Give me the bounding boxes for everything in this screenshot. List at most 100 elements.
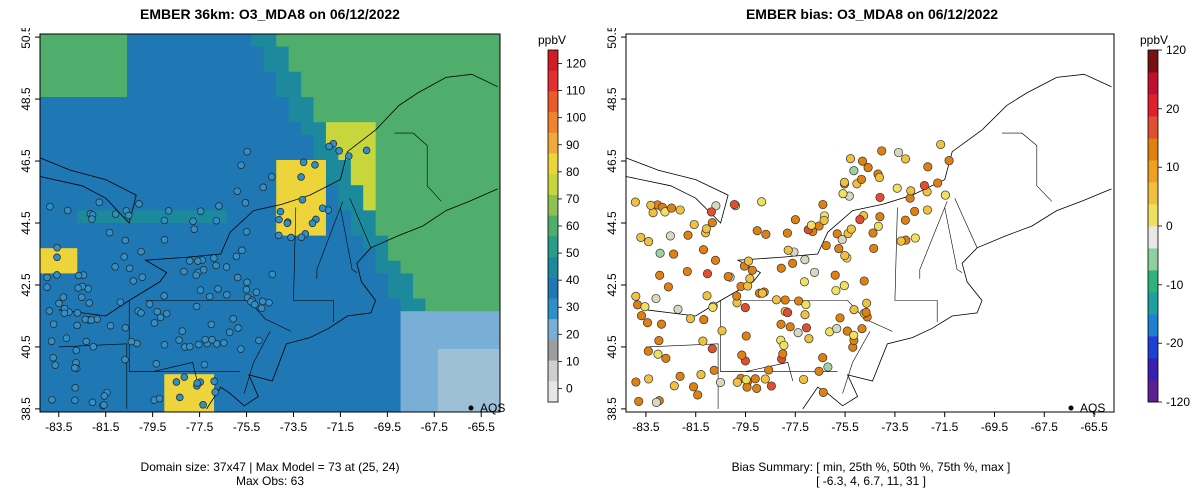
aqs-station-marker — [120, 253, 128, 261]
model-grid-cell — [325, 273, 339, 287]
model-grid-cell — [114, 260, 128, 274]
model-grid-cell — [462, 235, 476, 249]
model-grid-cell — [412, 399, 426, 413]
model-grid-cell — [437, 311, 451, 325]
model-grid-cell — [375, 197, 389, 211]
model-grid-cell — [238, 109, 252, 123]
model-grid-cell — [487, 374, 501, 388]
aqs-bias-marker — [818, 199, 828, 210]
model-grid-cell — [338, 374, 352, 388]
aqs-station-marker — [150, 319, 159, 327]
model-grid-cell — [375, 46, 389, 60]
model-grid-cell — [437, 349, 451, 363]
aqs-station-marker — [138, 273, 146, 281]
aqs-station-marker — [43, 283, 51, 291]
model-grid-cell — [64, 260, 78, 274]
aqs-station-marker — [194, 257, 202, 265]
model-grid-cell — [325, 223, 339, 237]
model-grid-cell — [450, 59, 464, 73]
model-grid-cell — [462, 185, 476, 199]
model-grid-cell — [52, 260, 66, 274]
model-grid-cell — [263, 386, 277, 400]
georgian-bay-shoreline — [39, 157, 137, 224]
model-grid-cell — [64, 46, 78, 60]
max-obs-text: Max Obs: 63 — [235, 474, 305, 488]
model-grid-cell — [412, 46, 426, 60]
model-grid-cell — [114, 286, 128, 300]
aqs-station-marker — [145, 300, 154, 308]
aqs-station-marker — [275, 215, 283, 224]
model-grid-cell — [89, 349, 103, 363]
model-grid-cell — [400, 298, 414, 312]
right-bias-summary: Bias Summary: [ min, 25th %, 50th %, 75t… — [626, 460, 1116, 488]
model-grid-cell — [462, 311, 476, 325]
model-grid-cell — [52, 71, 66, 85]
model-grid-cell — [64, 374, 78, 388]
model-grid-cell — [151, 298, 165, 312]
state-boundary — [349, 198, 372, 248]
model-grid-cell — [425, 374, 439, 388]
model-grid-cell — [375, 386, 389, 400]
model-grid-cell — [214, 147, 227, 161]
model-grid-cell — [338, 273, 352, 287]
aqs-bias-marker — [683, 230, 693, 240]
model-grid-cell — [412, 374, 426, 388]
model-grid-cell — [226, 374, 240, 388]
model-grid-cell — [400, 336, 414, 350]
model-grid-cell — [164, 59, 178, 73]
model-grid-cell — [251, 197, 265, 211]
x-axis: -83.5 -81.5 -79.5 -77.5 -75.5 -73.5 -71.5 -69.5… — [45, 412, 495, 434]
model-grid-cell — [139, 235, 153, 249]
model-grid-cell — [263, 71, 277, 85]
aqs-station-marker — [297, 173, 305, 181]
model-grid-cell — [77, 197, 91, 211]
colorbar-segment — [1148, 336, 1158, 359]
model-grid-cell — [164, 298, 178, 312]
state-boundary — [720, 300, 838, 373]
model-grid-cell — [400, 172, 414, 186]
model-grid-cell — [89, 286, 103, 300]
model-grid-cell — [40, 147, 53, 161]
aqs-bias-marker — [715, 377, 726, 387]
model-grid-cell — [313, 399, 327, 413]
model-grid-cell — [102, 147, 116, 161]
model-grid-cell — [201, 386, 215, 400]
model-grid-cell — [214, 235, 227, 249]
model-grid-cell — [425, 210, 439, 224]
model-grid-cell — [388, 336, 402, 350]
aqs-station-marker — [212, 340, 221, 348]
aqs-station-marker — [258, 297, 267, 306]
model-grid-cell — [89, 172, 103, 186]
model-grid-cell — [400, 311, 414, 325]
model-grid-cell — [77, 147, 91, 161]
model-grid-cell — [388, 109, 402, 123]
model-grid-cell — [288, 34, 302, 48]
model-grid-cell — [40, 260, 53, 274]
model-grid-cell — [450, 210, 464, 224]
model-grid-cell — [127, 109, 140, 123]
model-grid-cell — [450, 97, 464, 111]
model-grid-cell — [102, 260, 116, 274]
model-grid-cell — [412, 386, 426, 400]
model-grid-cell — [164, 248, 178, 262]
model-grid-cell — [437, 223, 451, 237]
model-grid-cell — [338, 34, 352, 48]
aqs-bias-marker — [849, 305, 859, 315]
model-grid-cell — [288, 59, 302, 73]
aqs-bias-marker — [747, 265, 757, 275]
model-grid-cell — [238, 210, 252, 224]
model-grid-cell — [139, 349, 153, 363]
aqs-station-marker — [222, 263, 231, 271]
model-grid-cell — [151, 46, 165, 60]
model-grid-cell — [64, 59, 78, 73]
model-grid-cell — [151, 248, 165, 262]
model-grid-cell — [363, 160, 377, 174]
model-grid-cell — [263, 210, 277, 224]
model-grid-cell — [114, 223, 128, 237]
aqs-bias-marker — [783, 308, 793, 318]
model-grid-cell — [139, 210, 153, 224]
model-grid-cell — [52, 210, 66, 224]
model-grid-cell — [251, 399, 265, 413]
model-grid-cell — [276, 399, 290, 413]
model-grid-cell — [487, 197, 501, 211]
